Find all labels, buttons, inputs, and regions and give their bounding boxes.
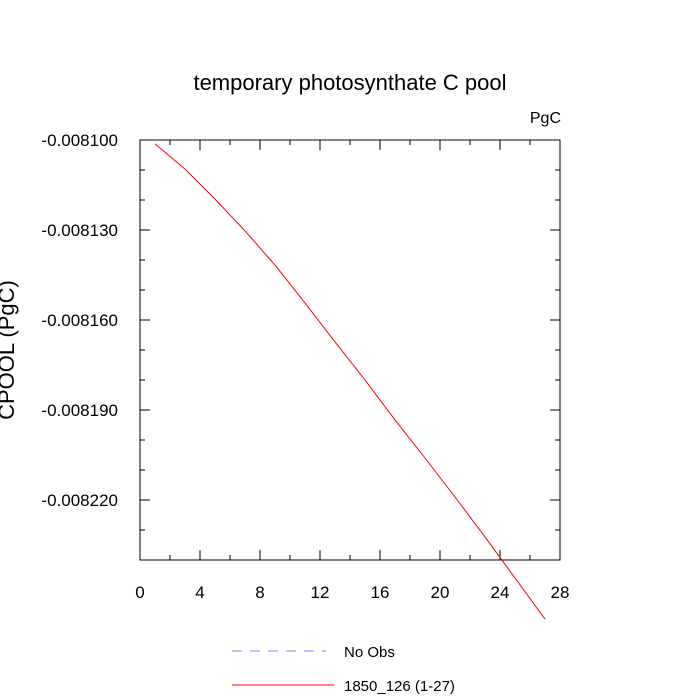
legend-label: 1850_126 (1-27)	[344, 678, 455, 695]
y-tick-label: -0.008100	[41, 131, 118, 150]
x-tick-label: 20	[431, 583, 450, 602]
x-tick-label: 4	[195, 583, 204, 602]
y-axis-label: CPOOL (PgC)	[0, 280, 19, 420]
y-tick-label: -0.008160	[41, 311, 118, 330]
chart-title: temporary photosynthate C pool	[193, 70, 506, 95]
plot-frame	[139, 139, 561, 561]
y-tick-label: -0.008130	[41, 221, 118, 240]
series-line	[154, 143, 546, 620]
series-layer	[154, 143, 546, 620]
x-tick-label: 28	[551, 583, 570, 602]
y-tick-label: -0.008220	[41, 491, 118, 510]
x-tick-label: 0	[135, 583, 144, 602]
legend: No Obs 1850_126 (1-27)	[232, 644, 455, 695]
x-tick-label: 16	[371, 583, 390, 602]
y-tick-label: -0.008190	[41, 401, 118, 420]
x-tick-label: 12	[311, 583, 330, 602]
axes: 0 4 8 12 16 20 24 28 -0.008100 -0.008130 -0.008160…	[41, 131, 569, 602]
units-label: PgC	[530, 110, 561, 127]
x-tick-label: 24	[491, 583, 510, 602]
legend-label: No Obs	[344, 644, 395, 661]
x-tick-label: 8	[255, 583, 264, 602]
